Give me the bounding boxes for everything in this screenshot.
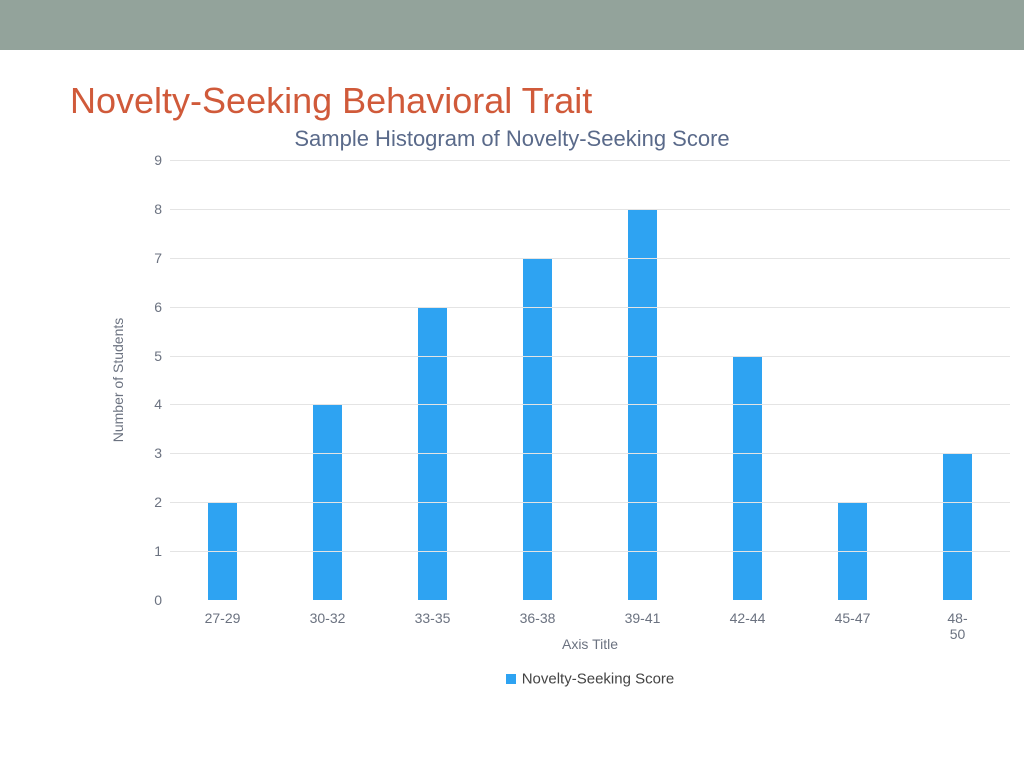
bar: [523, 258, 552, 600]
gridline: [170, 356, 1010, 357]
x-tick: 30-32: [310, 610, 346, 626]
y-tick: 3: [132, 445, 162, 461]
chart-title: Sample Histogram of Novelty-Seeking Scor…: [50, 126, 974, 152]
plot-area: [170, 160, 1010, 600]
x-tick: 45-47: [835, 610, 871, 626]
bar: [733, 356, 762, 600]
x-tick: 27-29: [205, 610, 241, 626]
gridline: [170, 404, 1010, 405]
gridline: [170, 258, 1010, 259]
x-tick: 36-38: [520, 610, 556, 626]
gridline: [170, 307, 1010, 308]
x-tick: 39-41: [625, 610, 661, 626]
chart-legend: Novelty-Seeking Score: [170, 670, 1010, 688]
slide-content: Novelty-Seeking Behavioral Trait Sample …: [0, 50, 1024, 730]
top-banner: [0, 0, 1024, 50]
y-tick: 0: [132, 592, 162, 608]
y-tick: 4: [132, 396, 162, 412]
x-axis-label: Axis Title: [170, 636, 1010, 652]
x-tick: 48-50: [947, 610, 967, 642]
y-tick: 6: [132, 299, 162, 315]
legend-swatch: [506, 674, 516, 684]
page-title: Novelty-Seeking Behavioral Trait: [70, 80, 974, 122]
y-tick: 9: [132, 152, 162, 168]
gridline: [170, 160, 1010, 161]
x-tick: 42-44: [730, 610, 766, 626]
y-tick: 7: [132, 250, 162, 266]
gridline: [170, 209, 1010, 210]
gridline: [170, 502, 1010, 503]
y-axis-label: Number of Students: [110, 318, 126, 443]
histogram-chart: Number of Students Axis Title Novelty-Se…: [50, 160, 974, 720]
y-tick: 5: [132, 348, 162, 364]
y-tick: 2: [132, 494, 162, 510]
y-tick: 8: [132, 201, 162, 217]
legend-text: Novelty-Seeking Score: [522, 671, 675, 688]
gridline: [170, 551, 1010, 552]
x-tick: 33-35: [415, 610, 451, 626]
bar: [943, 453, 972, 600]
bars-container: [170, 160, 1010, 600]
gridline: [170, 453, 1010, 454]
y-tick: 1: [132, 543, 162, 559]
